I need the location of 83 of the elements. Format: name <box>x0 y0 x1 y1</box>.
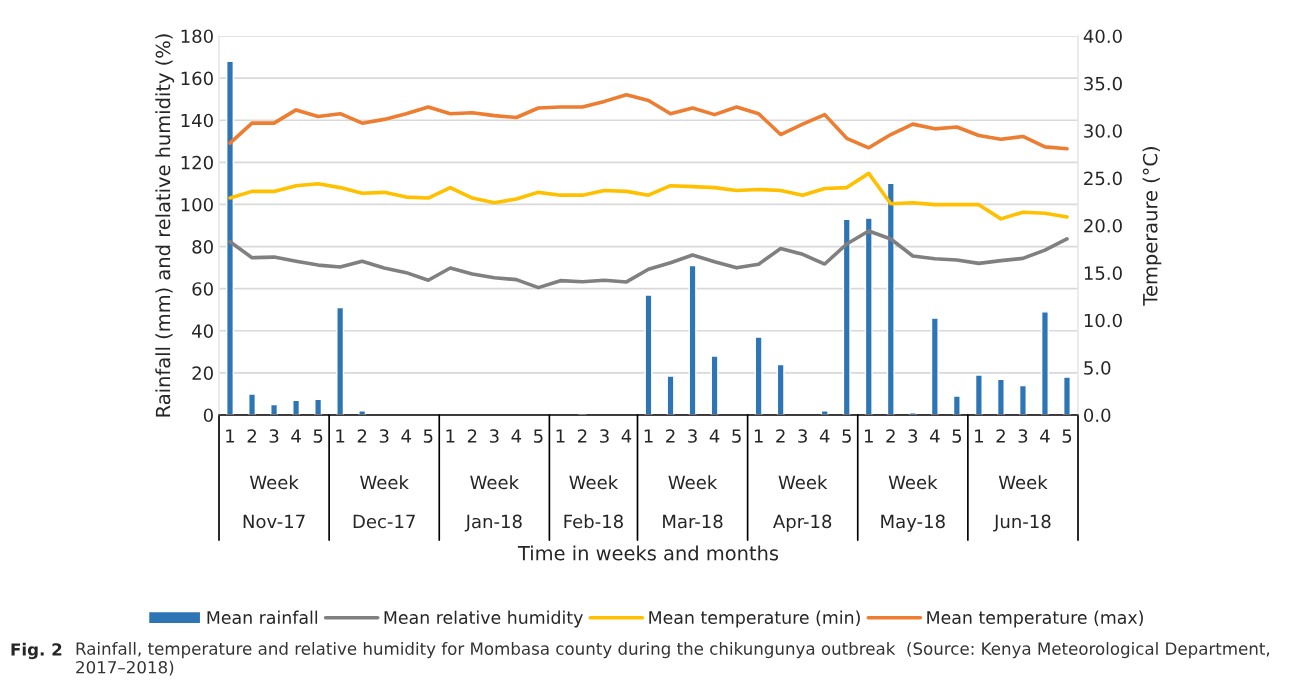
x-tick-label: 5 <box>842 429 851 443</box>
x-tick-label: 2 <box>467 429 477 443</box>
x-tick-label: 1 <box>446 429 455 443</box>
y-tick-label: 20 <box>192 366 213 381</box>
x-tick-label: 5 <box>313 429 323 443</box>
y-tick-label: 0 <box>203 408 213 423</box>
x-tick-label: 2 <box>666 429 675 443</box>
y-tick-label: 180 <box>181 29 213 44</box>
y-tick-label: 80 <box>192 240 213 254</box>
x-tick-label: 5 <box>732 429 741 443</box>
y2-tick-label: 5.0 <box>1084 361 1111 375</box>
x-tick-label: 4 <box>1040 429 1050 443</box>
x-tick-label: 4 <box>929 429 940 443</box>
y2-tick-label: 40.0 <box>1083 29 1122 44</box>
y2-tick-label: 20.0 <box>1084 218 1122 233</box>
text: May-18 <box>881 514 945 532</box>
x-tick-label: 5 <box>534 429 543 443</box>
text: Week <box>569 475 619 490</box>
y2-tick-label: 0.0 <box>1084 408 1111 423</box>
y-axis-title: Rainfall (mm) and relative humidity (%) <box>155 34 175 417</box>
y-tick-label: 60 <box>192 282 213 296</box>
x-tick-label: 3 <box>1018 429 1028 443</box>
x-tick-label: 1 <box>975 429 983 443</box>
x-tick-label: 1 <box>336 429 345 443</box>
x-tick-label: 2 <box>886 429 895 443</box>
text: Mar-18 <box>663 514 723 529</box>
legend-label: Mean relative humidity <box>384 610 583 628</box>
x-tick-label: 1 <box>644 429 653 443</box>
legend-label: Mean rainfall <box>207 610 318 625</box>
x-tick-label: 4 <box>511 429 522 443</box>
text: Week <box>888 475 938 490</box>
x-tick-label: 3 <box>600 429 609 443</box>
y2-tick-label: 25.0 <box>1084 171 1122 186</box>
legend-label: Mean temperature (min) <box>649 610 860 628</box>
x-tick-label: 4 <box>709 429 720 443</box>
x-tick-label: 5 <box>1062 429 1072 443</box>
text: Jun-18 <box>993 514 1051 532</box>
x-tick-label: 2 <box>357 429 367 443</box>
x-tick-label: 4 <box>819 429 830 443</box>
y-tick-label: 40 <box>192 324 213 338</box>
text: Nov-17 <box>243 514 305 529</box>
x-tick-label: 3 <box>688 429 697 443</box>
y-tick-label: 100 <box>181 197 213 212</box>
text: Week <box>998 475 1048 490</box>
x-tick-label: 4 <box>401 429 411 443</box>
y2-axis-title: Temperaure (°C) <box>1142 147 1162 306</box>
caption: Fig. 2 <box>11 642 62 660</box>
text: Apr-18 <box>773 514 832 532</box>
x-tick-label: 4 <box>291 429 301 443</box>
text: Week <box>360 475 409 490</box>
y2-tick-label: 15.0 <box>1084 266 1122 280</box>
text: Time in weeks and months <box>517 545 779 561</box>
text: Rainfall, temperature and relative humidity for Mombasa county during the chikungunya outbreak (Source: Kenya Meteorological Department, 2017–2018) <box>76 642 1270 676</box>
y2-tick-label: 10.0 <box>1084 313 1122 328</box>
x-tick-label: 3 <box>798 429 807 443</box>
x-tick-label: 5 <box>423 429 433 443</box>
y-tick-label: 160 <box>181 71 213 86</box>
x-tick-label: 2 <box>776 429 785 443</box>
text: Jan-18 <box>464 514 522 532</box>
x-tick-label: 5 <box>952 429 962 443</box>
x-tick-label: 1 <box>556 429 565 443</box>
x-tick-label: 3 <box>269 429 279 443</box>
x-tick-label: 3 <box>908 429 918 443</box>
text: Week <box>668 475 718 490</box>
x-tick-label: 3 <box>489 429 499 443</box>
text: Week <box>470 475 519 490</box>
x-tick-label: 2 <box>578 429 587 443</box>
text: Feb-18 <box>564 514 623 529</box>
x-tick-label: 2 <box>996 429 1005 443</box>
x-tick-label: 3 <box>379 429 389 443</box>
y-tick-label: 140 <box>181 113 213 128</box>
x-tick-label: 1 <box>865 429 873 443</box>
x-tick-label: 1 <box>226 429 235 443</box>
x-tick-label: 2 <box>247 429 256 443</box>
x-tick-label: 1 <box>754 429 763 443</box>
y-tick-label: 120 <box>181 155 213 170</box>
legend-label: Mean temperature (max) <box>927 610 1143 628</box>
text: Week <box>778 475 828 490</box>
text: Dec-17 <box>353 514 415 529</box>
y2-tick-label: 35.0 <box>1084 76 1122 91</box>
y2-tick-label: 30.0 <box>1084 124 1122 138</box>
text: Week <box>249 475 299 490</box>
x-tick-label: 4 <box>621 429 632 443</box>
